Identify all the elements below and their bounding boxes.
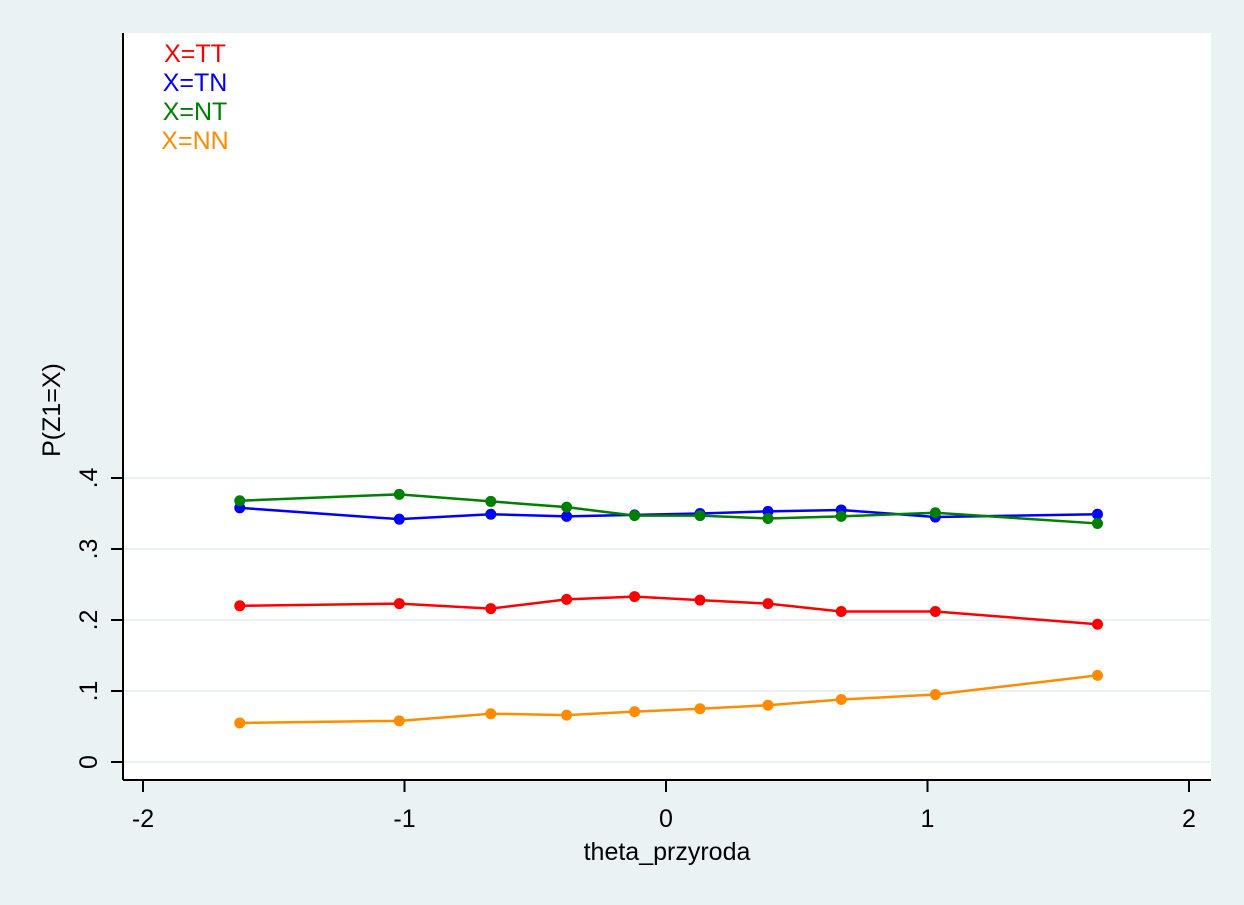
data-point	[234, 717, 246, 729]
data-point	[694, 703, 706, 715]
data-point	[393, 598, 405, 610]
data-point	[234, 600, 246, 612]
data-point	[561, 510, 573, 522]
series-line	[239, 595, 1098, 626]
y-tick-label: 0	[75, 755, 103, 769]
legend-entry: X=TN	[163, 69, 228, 97]
data-point	[485, 495, 497, 507]
data-point	[561, 501, 573, 513]
x-tick-label: 1	[921, 805, 935, 833]
data-point	[561, 593, 573, 605]
data-point	[629, 591, 641, 603]
data-point	[835, 694, 847, 706]
y-tick-label: .4	[75, 467, 103, 488]
data-point	[234, 495, 246, 507]
x-tick-label: -2	[132, 805, 154, 833]
data-point	[561, 709, 573, 721]
data-point	[1091, 508, 1103, 520]
data-point	[835, 510, 847, 522]
plot-area	[123, 33, 1211, 780]
data-point	[629, 706, 641, 718]
data-point	[835, 605, 847, 617]
x-axis-ticks: -2 -1 0 1 2	[132, 780, 1196, 833]
data-point	[762, 699, 774, 711]
legend: X=TTX=TNX=NTX=NN	[161, 40, 228, 155]
data-point	[762, 598, 774, 610]
x-axis-label: theta_przyroda	[584, 838, 751, 866]
y-axis-ticks: 0 .1 .2 .3 .4	[75, 467, 123, 769]
data-point	[929, 507, 941, 519]
legend-entry: X=TT	[164, 40, 226, 68]
data-point	[929, 689, 941, 701]
y-tick-label: .1	[75, 681, 103, 702]
series-group	[234, 488, 1103, 729]
legend-entry: X=NN	[161, 127, 228, 155]
data-point	[1091, 669, 1103, 681]
data-point	[485, 708, 497, 720]
series-x-nt	[234, 488, 1103, 529]
x-tick-label: 0	[659, 805, 673, 833]
data-point	[929, 605, 941, 617]
series-x-nn	[234, 669, 1103, 729]
data-point	[485, 508, 497, 520]
data-point	[629, 510, 641, 522]
legend-entry: X=NT	[163, 98, 228, 126]
series-x-tt	[234, 591, 1103, 630]
y-tick-label: .2	[75, 610, 103, 631]
data-point	[694, 594, 706, 606]
data-point	[393, 513, 405, 525]
data-point	[393, 488, 405, 500]
data-point	[762, 512, 774, 524]
x-tick-label: 2	[1182, 805, 1196, 833]
y-tick-label: .3	[75, 539, 103, 560]
data-point	[1091, 517, 1103, 529]
data-point	[485, 603, 497, 615]
y-axis-label: P(Z1=X)	[38, 363, 66, 457]
data-point	[393, 715, 405, 727]
data-point	[694, 510, 706, 522]
series-line	[239, 493, 1098, 525]
series-line	[239, 674, 1098, 725]
data-point	[1091, 618, 1103, 630]
x-tick-label: -1	[393, 805, 415, 833]
